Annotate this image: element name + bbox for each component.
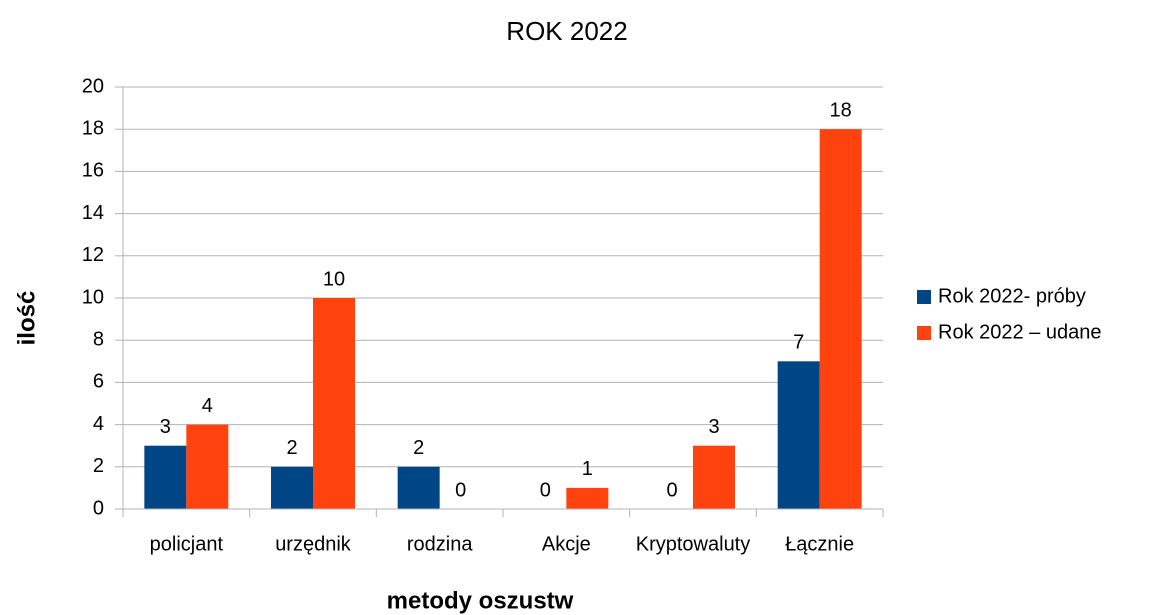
x-tick-label: Kryptowaluty (636, 533, 751, 555)
data-label: 0 (540, 479, 551, 501)
data-label: 2 (286, 437, 297, 459)
x-tick-label: Łącznie (785, 533, 854, 555)
y-axis-label: ilość (13, 291, 40, 346)
bar (566, 487, 609, 509)
y-tick-label: 2 (93, 455, 104, 477)
legend-swatch (917, 326, 931, 340)
x-axis-label: metody oszustw (387, 587, 574, 614)
x-tick-label: rodzina (407, 533, 473, 555)
legend-label: Rok 2022 – udane (938, 321, 1101, 343)
y-tick-label: 8 (93, 328, 104, 350)
data-label: 7 (793, 332, 804, 354)
y-tick-label: 18 (82, 117, 104, 139)
data-label: 4 (202, 395, 213, 417)
bar (693, 445, 735, 509)
data-label: 18 (830, 99, 852, 121)
x-tick-label: policjant (150, 533, 224, 555)
data-label: 0 (666, 479, 677, 501)
data-label: 10 (323, 268, 345, 290)
data-label: 1 (582, 458, 593, 480)
x-tick-label: urzędnik (275, 533, 352, 555)
bar (819, 129, 862, 509)
data-label: 2 (413, 437, 424, 459)
bar (144, 445, 187, 509)
y-tick-label: 4 (93, 413, 104, 435)
data-label: 3 (160, 416, 171, 438)
bar (313, 298, 355, 509)
data-label: 3 (708, 416, 719, 438)
y-tick-label: 6 (93, 371, 104, 393)
legend-swatch (917, 290, 931, 304)
y-tick-label: 10 (82, 286, 104, 308)
y-tick-label: 14 (82, 202, 104, 224)
bar (397, 466, 440, 509)
legend-label: Rok 2022- próby (938, 285, 1086, 307)
bar (271, 466, 313, 509)
y-tick-label: 12 (82, 244, 104, 266)
bar (186, 424, 229, 509)
chart-title: ROK 2022 (506, 16, 627, 46)
y-tick-label: 0 (93, 497, 104, 519)
data-label: 0 (455, 479, 466, 501)
y-tick-label: 20 (82, 75, 104, 97)
bar (777, 361, 820, 509)
y-tick-label: 16 (82, 160, 104, 182)
x-tick-label: Akcje (542, 533, 591, 555)
